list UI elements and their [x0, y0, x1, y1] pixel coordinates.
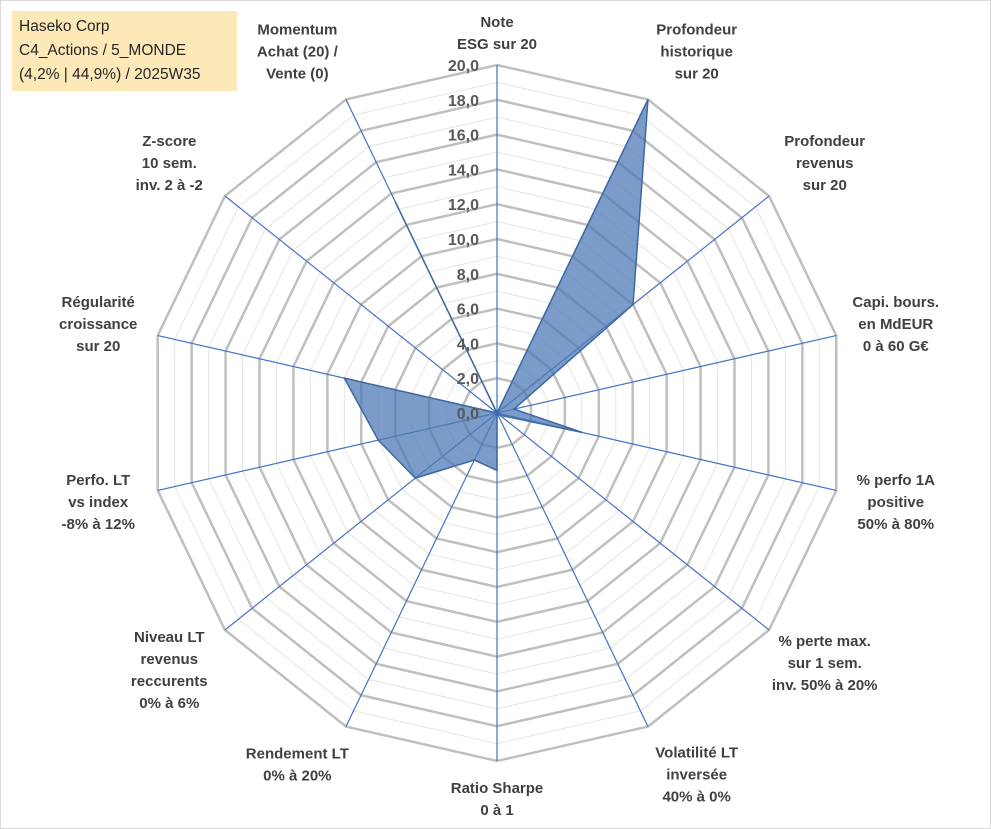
- tick-label: 16,0: [448, 128, 479, 145]
- axis-spoke: [496, 412, 770, 631]
- axis-label: % perte max. sur 1 sem. inv. 50% à 20%: [772, 633, 878, 694]
- axis-label-line: 10 sem.: [142, 155, 197, 172]
- axis-labels: Note ESG sur 20 Profondeur historique sur 20…: [59, 14, 939, 819]
- axis-label: Niveau LT revenus reccurents 0% à 6%: [131, 629, 208, 712]
- axis-label: % perfo 1A positive 50% à 80%: [857, 472, 936, 533]
- tick-label: 6,0: [457, 302, 479, 319]
- axis-label-line: Note: [480, 14, 513, 31]
- axis-label-line: reccurents: [131, 673, 208, 690]
- axis-label: Capi. bours. en MdEUR 0 à 60 G€: [852, 294, 939, 355]
- axis-label-line: ESG sur 20: [457, 36, 537, 53]
- tick-label: 20,0: [448, 58, 479, 75]
- axis-label-line: Profondeur: [784, 133, 865, 150]
- axis-label: Momentum Achat (20) / Vente (0): [257, 22, 339, 83]
- axis-label-line: Vente (0): [266, 66, 329, 83]
- axis-label-line: sur 1 sem.: [788, 655, 862, 672]
- portfolio-stats: (4,2% | 44,9%) / 2025W35: [19, 66, 201, 83]
- tick-label: 4,0: [457, 336, 479, 353]
- tick-label: 14,0: [448, 162, 479, 179]
- axis-label-line: croissance: [59, 316, 137, 333]
- axis-label-line: Perfo. LT: [66, 472, 130, 489]
- axis-label-line: Volatilité LT: [655, 744, 738, 761]
- axis-label: Perfo. LT vs index -8% à 12%: [62, 472, 135, 533]
- tick-label: 12,0: [448, 197, 479, 214]
- axis-label-line: sur 20: [803, 177, 847, 194]
- axis-spoke: [345, 412, 498, 727]
- axis-label-line: Profondeur: [656, 22, 737, 39]
- axis-label-line: vs index: [68, 494, 129, 511]
- axis-label-line: % perfo 1A: [857, 472, 936, 489]
- axis-label: Ratio Sharpe 0 à 1: [451, 780, 544, 819]
- axis-label-line: inversée: [666, 766, 727, 783]
- axis-spoke: [496, 412, 649, 727]
- axis-label-line: Momentum: [257, 22, 337, 39]
- axis-spoke: [224, 195, 498, 414]
- axis-spoke: [496, 334, 837, 414]
- tick-label: 2,0: [457, 371, 479, 388]
- axis-label-line: Capi. bours.: [852, 294, 939, 311]
- axis-label-line: Régularité: [62, 294, 135, 311]
- axis-label-line: 0 à 60 G€: [863, 338, 930, 355]
- tick-label: 8,0: [457, 267, 479, 284]
- axis-label-line: positive: [867, 494, 924, 511]
- axis-label: Rendement LT 0% à 20%: [246, 745, 349, 784]
- data-series: [342, 99, 649, 479]
- axis-label-line: inv. 50% à 20%: [772, 677, 878, 694]
- axis-label-line: 0% à 20%: [263, 767, 331, 784]
- axis-label: Volatilité LT inversée 40% à 0%: [655, 744, 738, 805]
- axis-label-line: Achat (20) /: [257, 44, 339, 61]
- radial-tick-labels: 0,0 2,0 4,0 6,0 8,0 10,0 12,0 14,0 16,0 18,0 20,0: [448, 58, 479, 423]
- axis-label-line: revenus: [141, 651, 199, 668]
- axis-label-line: inv. 2 à -2: [136, 177, 203, 194]
- axis-label-line: Rendement LT: [246, 745, 349, 762]
- tick-label: 0,0: [457, 406, 479, 423]
- axis-label-line: Niveau LT: [134, 629, 205, 646]
- axis-label-line: sur 20: [675, 66, 719, 83]
- portfolio-name: C4_Actions / 5_MONDE: [19, 42, 187, 59]
- axis-label-line: 50% à 80%: [857, 516, 934, 533]
- axis-label-line: revenus: [796, 155, 854, 172]
- axis-label-line: Ratio Sharpe: [451, 780, 544, 797]
- axis-label-line: 0% à 6%: [139, 695, 199, 712]
- data-series-area: [342, 99, 649, 479]
- axis-label-line: % perte max.: [778, 633, 871, 650]
- title-box: Haseko Corp C4_Actions / 5_MONDE (4,2% |…: [12, 11, 237, 91]
- axis-label-line: Z-score: [142, 133, 196, 150]
- axis-label: Z-score 10 sem. inv. 2 à -2: [136, 133, 203, 194]
- company-name: Haseko Corp: [19, 18, 110, 35]
- axis-label-line: historique: [660, 44, 733, 61]
- axis-label-line: sur 20: [76, 338, 120, 355]
- axis-label-line: 40% à 0%: [662, 788, 730, 805]
- axis-label-line: -8% à 12%: [62, 516, 135, 533]
- axis-label: Note ESG sur 20: [457, 14, 537, 53]
- axis-label: Profondeur historique sur 20: [656, 22, 737, 83]
- tick-label: 10,0: [448, 232, 479, 249]
- axis-label-line: 0 à 1: [480, 802, 513, 819]
- axis-label: Profondeur revenus sur 20: [784, 133, 865, 194]
- axis-label-line: en MdEUR: [858, 316, 933, 333]
- axis-label: Régularité croissance sur 20: [59, 294, 137, 355]
- tick-label: 18,0: [448, 93, 479, 110]
